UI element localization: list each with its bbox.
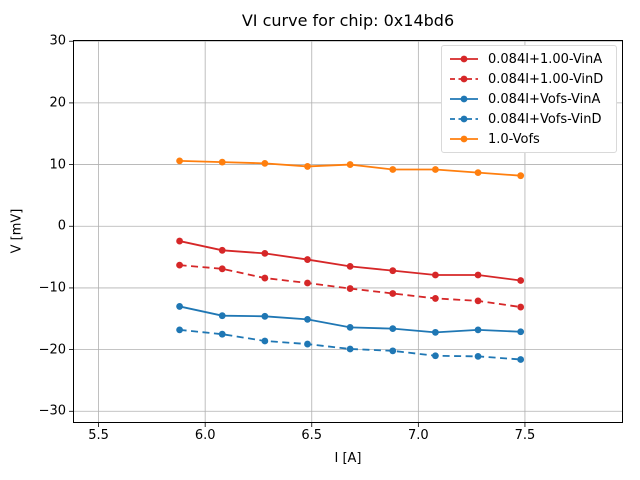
legend: 0.084I+1.00-VinA 0.084I+1.00-VinD 0.084I+V…: [441, 45, 617, 153]
data-point-marker: [304, 315, 311, 323]
legend-label: 0.084I+Vofs-VinD: [488, 111, 602, 127]
x-tick-label: 6.0: [194, 428, 216, 443]
data-point-marker: [517, 172, 525, 180]
data-point-marker: [176, 157, 183, 165]
data-point-marker: [304, 340, 311, 348]
data-point-marker: [261, 159, 269, 167]
x-tick-label: 7.0: [408, 428, 429, 443]
data-point-marker: [346, 161, 354, 168]
data-point-marker: [432, 328, 439, 336]
x-tick-label: 7.5: [514, 428, 536, 443]
data-point-marker: [261, 249, 269, 257]
data-point-marker: [261, 337, 269, 345]
data-point-marker: [389, 290, 397, 297]
legend-label: 0.084I+Vofs-VinA: [488, 91, 601, 107]
x-tick-label: 6.5: [301, 428, 323, 443]
y-tick-label: 30: [49, 33, 66, 49]
data-point-marker: [517, 328, 525, 336]
legend-label: 0.084I+1.00-VinD: [488, 71, 604, 87]
legend-line-sample-icon: [450, 55, 478, 63]
data-point-marker: [432, 352, 439, 360]
legend-label: 0.084I+1.00-VinA: [488, 51, 603, 67]
y-tick-label: −20: [38, 342, 66, 358]
data-point-marker: [474, 352, 482, 360]
data-point-marker: [346, 324, 354, 331]
data-point-marker: [389, 347, 397, 355]
data-point-marker: [304, 163, 311, 170]
data-point-marker: [474, 271, 482, 279]
y-tick-label: −30: [38, 403, 66, 419]
legend-line-sample-icon: [450, 75, 478, 83]
legend-line-sample-icon: [450, 135, 478, 143]
y-tick-label: 20: [49, 95, 66, 111]
data-point-marker: [346, 285, 354, 292]
x-tick-label: 5.5: [88, 428, 109, 443]
chart-title: VI curve for chip: 0x14bd6: [241, 11, 455, 30]
y-tick-label: 10: [49, 157, 66, 173]
data-point-marker: [176, 261, 183, 269]
legend-entry: 0.084I+1.00-VinD: [450, 69, 610, 89]
y-axis-label: V [mV]: [9, 208, 25, 254]
x-axis-label: I [A]: [334, 451, 362, 466]
data-point-marker: [218, 158, 226, 166]
plot-border: [73, 40, 623, 423]
series-line: [179, 328, 521, 361]
y-tick-label: −10: [38, 280, 66, 296]
legend-entry: 0.084I+1.00-VinA: [450, 49, 610, 69]
legend-entry: 0.084I+Vofs-VinA: [450, 89, 610, 109]
data-point-marker: [176, 237, 183, 245]
data-point-marker: [218, 330, 226, 338]
data-point-marker: [474, 169, 482, 177]
data-point-marker: [389, 267, 397, 275]
data-point-marker: [474, 297, 482, 305]
data-point-marker: [176, 326, 183, 334]
legend-line-sample-icon: [450, 115, 478, 123]
data-point-marker: [432, 295, 439, 302]
data-point-marker: [474, 326, 482, 334]
legend-entry: 0.084I+Vofs-VinD: [450, 109, 610, 129]
data-point-marker: [346, 345, 354, 353]
legend-entry: 1.0-Vofs: [450, 129, 610, 149]
data-point-marker: [176, 303, 183, 310]
y-tick-label: 0: [57, 218, 66, 234]
data-point-marker: [346, 262, 354, 270]
data-point-marker: [517, 356, 525, 363]
data-point-marker: [517, 303, 525, 311]
data-point-marker: [432, 166, 439, 173]
legend-label: 1.0-Vofs: [488, 131, 540, 147]
data-point-marker: [304, 279, 311, 287]
data-point-marker: [218, 312, 226, 320]
data-point-marker: [432, 271, 439, 279]
data-point-marker: [389, 325, 397, 333]
data-point-marker: [261, 274, 269, 282]
legend-line-sample-icon: [450, 95, 478, 103]
data-point-marker: [517, 277, 525, 284]
data-point-marker: [304, 256, 311, 263]
data-point-marker: [389, 166, 397, 173]
data-point-marker: [218, 246, 226, 254]
data-point-marker: [218, 265, 226, 273]
series-line: [179, 240, 521, 282]
data-point-marker: [261, 312, 269, 320]
